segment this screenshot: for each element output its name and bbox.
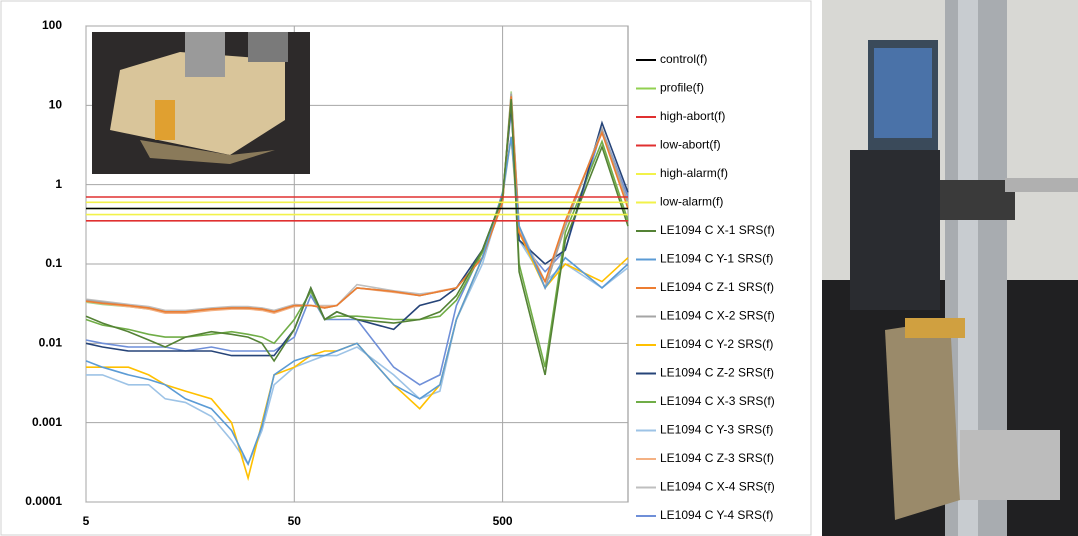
- legend-label: profile(f): [660, 81, 704, 95]
- legend-label: LE1094 C Z-2 SRS(f): [660, 366, 774, 380]
- x-tick-label: 5: [83, 514, 90, 528]
- x-tick-label: 500: [493, 514, 513, 528]
- legend-label: LE1094 C X-4 SRS(f): [660, 480, 775, 494]
- legend-label: LE1094 C Z-1 SRS(f): [660, 280, 774, 294]
- legend-label: LE1094 C Y-3 SRS(f): [660, 423, 773, 437]
- legend-label: LE1094 C X-2 SRS(f): [660, 309, 775, 323]
- legend-label: LE1094 C X-1 SRS(f): [660, 223, 775, 237]
- legend-label: LE1094 C Y-2 SRS(f): [660, 337, 773, 351]
- legend-label: LE1094 C X-3 SRS(f): [660, 394, 775, 408]
- chart: 0.0001 0.001 0.01 0.1 1 10 100 5 50 500 control(f…: [0, 0, 1078, 536]
- page: 0.0001 0.001 0.01 0.1 1 10 100 5 50 500 control(f…: [0, 0, 1078, 536]
- inset-photo: [92, 32, 310, 174]
- y-tick-label: 0.1: [45, 256, 62, 270]
- y-tick-label: 10: [49, 98, 63, 112]
- legend-label: low-abort(f): [660, 138, 721, 152]
- y-tick-label: 100: [42, 18, 62, 32]
- photo: [822, 0, 1078, 536]
- legend-label: LE1094 C Y-4 SRS(f): [660, 508, 773, 522]
- y-tick-label: 0.001: [32, 415, 62, 429]
- legend-label: high-alarm(f): [660, 166, 728, 180]
- x-tick-label: 50: [288, 514, 302, 528]
- legend-label: low-alarm(f): [660, 195, 723, 209]
- legend-label: LE1094 C Y-1 SRS(f): [660, 252, 773, 266]
- y-tick-label: 0.01: [39, 336, 63, 350]
- legend-label: control(f): [660, 52, 707, 66]
- legend-label: LE1094 C Z-3 SRS(f): [660, 451, 774, 465]
- legend-label: high-abort(f): [660, 109, 725, 123]
- y-tick-label: 1: [55, 177, 62, 191]
- y-tick-label: 0.0001: [25, 494, 62, 508]
